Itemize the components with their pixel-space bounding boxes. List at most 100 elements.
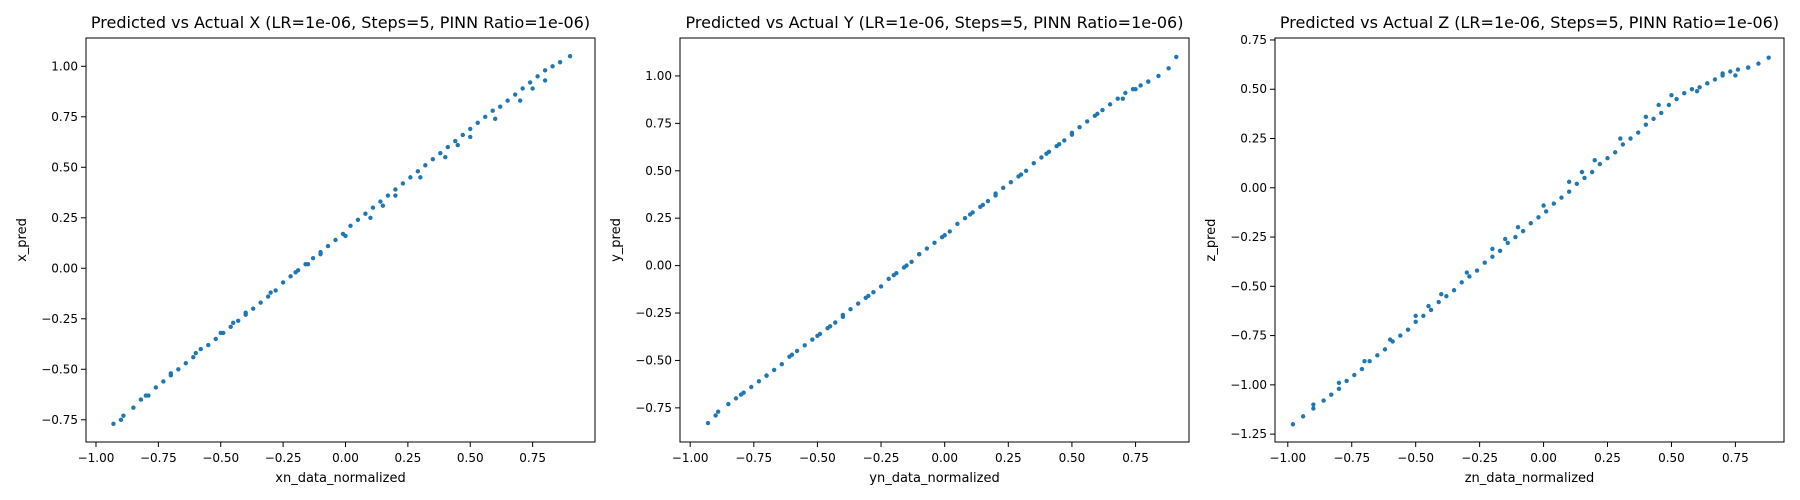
data-point (1398, 333, 1403, 338)
y-tick-label: 0.25 (1240, 132, 1267, 146)
x-axis-label: zn_data_normalized (1465, 471, 1595, 486)
data-point (1321, 398, 1326, 403)
data-point (1490, 246, 1495, 252)
data-point (138, 397, 144, 402)
data-point (1745, 65, 1751, 70)
x-tick-label: 0.00 (931, 451, 958, 465)
data-point (1643, 122, 1649, 127)
data-point (430, 157, 436, 162)
data-point (378, 199, 383, 204)
data-point (1023, 168, 1029, 173)
data-point (1705, 81, 1710, 86)
data-point (932, 240, 937, 246)
data-point (268, 290, 273, 295)
data-point (505, 98, 510, 103)
chart-title: Predicted vs Actual Z (LR=1e-06, Steps=5… (1280, 13, 1779, 32)
data-point (1520, 228, 1526, 234)
data-point (1146, 79, 1151, 84)
data-point (370, 205, 376, 210)
data-point (1490, 254, 1495, 259)
data-point (490, 108, 495, 113)
y-tick-label: 0.00 (51, 261, 78, 275)
data-point (1682, 90, 1687, 96)
x-tick-label: −0.75 (1333, 451, 1370, 465)
y-tick-label: −0.75 (1230, 329, 1267, 343)
data-point (1421, 313, 1426, 319)
data-point (318, 251, 323, 257)
y-tick-label: −0.25 (635, 306, 672, 320)
data-point (942, 233, 947, 238)
data-point (1329, 392, 1334, 397)
data-point (1018, 172, 1024, 177)
data-point (355, 217, 361, 222)
data-point (733, 396, 739, 401)
data-point (1077, 124, 1082, 130)
data-point (1543, 209, 1549, 214)
y-tick-label: −0.50 (1230, 279, 1267, 293)
y-tick-label: 0.00 (1240, 181, 1267, 195)
data-point (1375, 353, 1380, 358)
data-point (400, 181, 406, 186)
data-point (1062, 138, 1067, 143)
data-point (1001, 185, 1006, 191)
x-tick-label: −0.25 (265, 451, 302, 465)
x-tick-label: 0.25 (1594, 451, 1621, 465)
data-point (1095, 111, 1100, 117)
data-point (1290, 422, 1296, 427)
data-point (1387, 337, 1393, 342)
plot-frame (679, 37, 1190, 443)
data-point (1651, 116, 1656, 122)
data-point (1123, 90, 1128, 96)
y-tick-label: −1.25 (1230, 427, 1267, 441)
y-tick-label: −0.75 (635, 401, 672, 415)
x-tick-label: −0.75 (140, 451, 177, 465)
data-point (1689, 87, 1695, 92)
data-point (530, 86, 535, 91)
y-tick-label: −0.75 (41, 413, 78, 427)
data-point (833, 320, 838, 325)
data-point (993, 193, 998, 198)
data-point (1057, 142, 1062, 147)
data-point (1069, 132, 1075, 137)
y-tick-label: 0.25 (51, 211, 78, 225)
data-point (1451, 288, 1457, 293)
data-point (789, 352, 795, 357)
data-point (1536, 215, 1541, 220)
data-point (1674, 96, 1679, 102)
data-point (121, 413, 126, 418)
data-point (557, 60, 563, 65)
data-point (1382, 347, 1388, 352)
data-point (1551, 201, 1557, 206)
data-point (802, 343, 807, 348)
data-point (258, 300, 263, 305)
data-point (1697, 85, 1702, 90)
y-tick-label: 1.00 (51, 59, 78, 73)
y-tick-label: −0.25 (41, 312, 78, 326)
x-tick-label: −0.25 (863, 451, 900, 465)
data-point (1482, 260, 1487, 265)
x-tick-label: 0.25 (995, 451, 1022, 465)
y-tick-label: 0.50 (51, 160, 78, 174)
data-point (198, 346, 203, 352)
data-point (1039, 155, 1044, 160)
data-point (1766, 55, 1771, 60)
data-point (756, 379, 762, 384)
data-point (206, 342, 211, 348)
data-point (1311, 406, 1316, 411)
data-point (1426, 303, 1431, 309)
y-tick-label: 0.50 (1240, 82, 1267, 96)
x-tick-label: 0.75 (1122, 451, 1149, 465)
data-point (1100, 107, 1105, 113)
data-point (542, 78, 548, 83)
data-point (891, 272, 896, 278)
data-point (527, 80, 533, 85)
data-point (1559, 195, 1564, 200)
data-point (218, 330, 223, 336)
data-point (713, 413, 718, 418)
data-point (468, 134, 473, 140)
x-axis-label: yn_data_normalized (869, 471, 999, 486)
data-point (1474, 268, 1480, 273)
data-point (1311, 402, 1316, 407)
x-tick-label: −0.50 (1397, 451, 1434, 465)
